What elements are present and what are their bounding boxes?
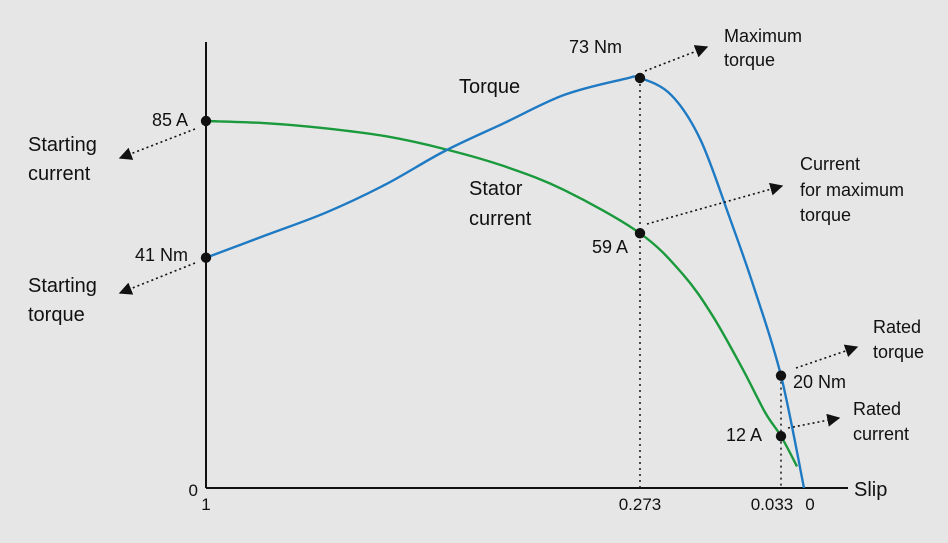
max-torque-callout-text: torque — [724, 50, 775, 70]
y-zero-label: 0 — [189, 481, 198, 500]
x-tick-label: 0 — [805, 495, 814, 514]
current-max-torque-callout-text: Current — [800, 154, 860, 174]
current-curve-label: Stator — [469, 178, 523, 200]
rated-current-arrow — [787, 413, 841, 429]
curves — [205, 75, 806, 489]
rated-torque-callout-text: Rated — [873, 317, 921, 337]
rated-torque-callout-text: torque — [873, 342, 924, 362]
max-torque-value-label: 73 Nm — [569, 37, 622, 57]
x-tick-label: 0.033 — [751, 495, 794, 514]
current-max-torque-arrow — [646, 182, 784, 225]
x-tick-label: 0.273 — [619, 495, 662, 514]
starting-current-callout-text: Starting — [28, 134, 97, 156]
x-axis-label: Slip — [854, 479, 887, 501]
torque-curve — [205, 75, 806, 489]
data-markers — [200, 72, 787, 442]
torque-curve-label: Torque — [459, 76, 520, 98]
starting-current-value-label: 85 A — [152, 110, 188, 130]
current-max-torque-marker — [634, 228, 646, 239]
curve-labels: Torque Stator current — [459, 76, 532, 230]
max-torque-callout-text: Maximum — [724, 26, 802, 46]
rated-current-callout-text: current — [853, 424, 909, 444]
current-max-torque-value-label: 59 A — [592, 237, 628, 257]
rated-current-callout-text: Rated — [853, 399, 901, 419]
current-max-torque-callout-text: torque — [800, 205, 851, 225]
rated-torque-value-label: 20 Nm — [793, 372, 846, 392]
max-torque-marker — [634, 72, 646, 84]
guide-lines — [639, 78, 782, 488]
max-torque-arrow — [644, 45, 709, 72]
starting-torque-marker — [200, 252, 212, 263]
rated-torque-arrow — [795, 344, 859, 369]
rated-current-value-label: 12 A — [726, 425, 762, 445]
starting-torque-arrow — [118, 262, 196, 295]
x-tick-label: 1 — [201, 495, 210, 514]
starting-current-callout-text: current — [28, 163, 91, 185]
rated-torque-marker — [775, 370, 787, 381]
starting-torque-callout-text: Starting — [28, 275, 97, 297]
starting-current-arrow — [118, 128, 196, 160]
starting-torque-value-label: 41 Nm — [135, 245, 188, 265]
current-curve-label: current — [469, 208, 532, 230]
current-curve — [205, 119, 799, 467]
starting-current-marker — [200, 115, 212, 127]
x-tick-labels: 1 0.273 0.033 0 — [201, 495, 814, 514]
callouts: 85 A Starting current 41 Nm Starting torque 73… — [28, 26, 924, 445]
current-max-torque-callout-text: for maximum — [800, 180, 904, 200]
starting-torque-callout-text: torque — [28, 304, 85, 326]
rated-current-marker — [775, 430, 787, 442]
